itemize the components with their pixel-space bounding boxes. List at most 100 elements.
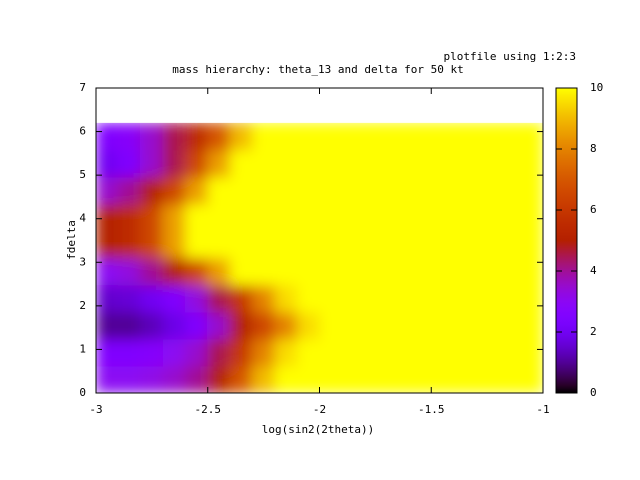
heatmap-cell (408, 257, 432, 286)
heatmap-cell (207, 176, 231, 205)
heatmap-cell (453, 365, 477, 393)
heatmap-cell (386, 284, 410, 313)
heatmap-cell (117, 230, 142, 259)
heatmap-cell (386, 257, 410, 286)
x-tick-label: -3 (89, 403, 102, 416)
heatmap-cell (408, 230, 432, 259)
heatmap-cell (497, 257, 522, 286)
heatmap-cell (207, 122, 231, 151)
heatmap-cell (274, 176, 298, 205)
x-axis-label: log(sin2(2theta)) (262, 423, 375, 436)
heatmap-cell (319, 365, 343, 393)
heatmap-cell (117, 311, 142, 340)
heatmap-cells (96, 122, 543, 393)
heatmap-cell (520, 257, 543, 286)
heatmap-cell (319, 338, 343, 367)
heatmap-cell (363, 338, 388, 367)
heatmap-cell (453, 203, 477, 232)
heatmap-cell (251, 338, 276, 367)
heatmap-cell (319, 284, 343, 313)
heatmap-cell (408, 284, 432, 313)
heatmap-cell (386, 122, 410, 151)
x-tick-label: -1.5 (418, 403, 445, 416)
heatmap-cell (96, 257, 119, 286)
heatmap-cell (229, 122, 253, 151)
heatmap-cell (162, 338, 186, 367)
heatmap-cell (162, 311, 186, 340)
heatmap-cell (207, 284, 231, 313)
heatmap-cell (251, 122, 276, 151)
heatmap-cell (453, 257, 477, 286)
heatmap-cell (140, 149, 164, 178)
heatmap-cell (296, 311, 320, 340)
heatmap-cell (341, 284, 365, 313)
heatmap-cell (274, 257, 298, 286)
heatmap-cell (430, 284, 455, 313)
heatmap-cell (408, 203, 432, 232)
heatmap-cell (184, 284, 209, 313)
heatmap-cell (117, 176, 142, 205)
heatmap-cell (341, 149, 365, 178)
heatmap-cell (341, 203, 365, 232)
heatmap-cell (274, 365, 298, 393)
heatmap-cell (430, 230, 455, 259)
heatmap-cell (229, 230, 253, 259)
heatmap-cell (520, 311, 543, 340)
heatmap-cell (497, 284, 522, 313)
heatmap-cell (184, 176, 209, 205)
heatmap-cell (453, 311, 477, 340)
heatmap-cell (140, 230, 164, 259)
heatmap-cell (140, 311, 164, 340)
heatmap-cell (251, 365, 276, 393)
heatmap-cell (341, 257, 365, 286)
y-tick-label: 5 (79, 168, 86, 181)
heatmap-cell (341, 122, 365, 151)
heatmap-cell (96, 203, 119, 232)
heatmap-cell (408, 311, 432, 340)
heatmap-cell (96, 365, 119, 393)
heatmap-cell (162, 176, 186, 205)
x-tick-label: -2.5 (195, 403, 222, 416)
heatmap-cell (296, 284, 320, 313)
colorbar-tick-label: 10 (590, 81, 603, 94)
heatmap-cell (386, 176, 410, 205)
heatmap-cell (520, 365, 543, 393)
chart-title: mass hierarchy: theta_13 and delta for 5… (172, 63, 463, 76)
heatmap-cell (341, 338, 365, 367)
heatmap-cell (408, 365, 432, 393)
heatmap-cell (497, 338, 522, 367)
heatmap-cell (274, 230, 298, 259)
y-tick-label: 6 (79, 125, 86, 138)
heatmap-cell (319, 230, 343, 259)
heatmap-cell (319, 122, 343, 151)
heatmap-cell (229, 257, 253, 286)
heatmap-cell (251, 176, 276, 205)
key-title: plotfile using 1:2:3 (444, 50, 576, 63)
heatmap-cell (296, 122, 320, 151)
heatmap-cell (207, 257, 231, 286)
heatmap-cell (386, 311, 410, 340)
heatmap-cell (229, 311, 253, 340)
heatmap-cell (251, 284, 276, 313)
heatmap-cell (386, 230, 410, 259)
heatmap-cell (408, 338, 432, 367)
heatmap-cell (251, 311, 276, 340)
heatmap-cell (363, 122, 388, 151)
heatmap-cell (408, 149, 432, 178)
heatmap-cell (162, 284, 186, 313)
heatmap-cell (296, 365, 320, 393)
heatmap-cell (475, 230, 499, 259)
heatmap-cell (207, 365, 231, 393)
heatmap-cell (430, 122, 455, 151)
heatmap-cell (453, 149, 477, 178)
heatmap-cell (207, 149, 231, 178)
y-tick-label: 0 (79, 386, 86, 399)
heatmap-cell (386, 338, 410, 367)
heatmap-cell (184, 122, 209, 151)
heatmap-cell (363, 257, 388, 286)
heatmap-cell (341, 311, 365, 340)
heatmap-cell (207, 338, 231, 367)
heatmap-cell (430, 311, 455, 340)
heatmap-cell (363, 149, 388, 178)
heatmap-cell (184, 365, 209, 393)
